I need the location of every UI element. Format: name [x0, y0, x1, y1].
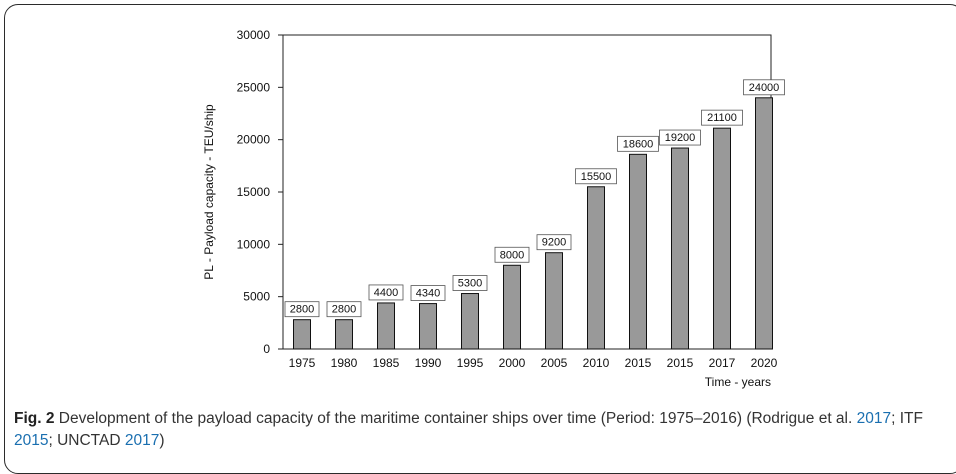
- data-label-box: [326, 301, 362, 318]
- data-label: 18600: [623, 138, 654, 150]
- data-label-box: [536, 234, 572, 251]
- caption-text: Development of the payload capacity of t…: [54, 410, 857, 427]
- y-tick-label: 15000: [237, 185, 271, 199]
- bar: [503, 264, 521, 350]
- figure-label: Fig. 2: [14, 410, 55, 427]
- x-tick-label: 2015: [667, 356, 694, 370]
- bar: [671, 147, 689, 350]
- x-tick-label: 1980: [331, 356, 358, 370]
- bar: [377, 302, 395, 350]
- data-label-box: [659, 129, 701, 146]
- data-label-box: [575, 168, 617, 185]
- data-label-box: [452, 275, 488, 291]
- y-tick-label: 5000: [243, 290, 270, 304]
- citation-link[interactable]: 2015: [14, 432, 49, 449]
- y-tick-label: 30000: [237, 28, 271, 42]
- x-tick-label: 2010: [583, 356, 610, 370]
- data-label: 24000: [749, 82, 780, 94]
- data-label-box: [701, 109, 743, 126]
- x-tick-label: 2017: [709, 356, 736, 370]
- y-tick-label: 20000: [237, 133, 271, 147]
- data-label-box: [410, 285, 446, 301]
- y-tick-label: 0: [263, 342, 270, 356]
- data-label: 4400: [374, 287, 398, 299]
- x-tick-label: 1975: [289, 356, 316, 370]
- data-label: 4340: [416, 288, 440, 300]
- bar: [335, 319, 353, 350]
- y-tick-label: 10000: [237, 237, 271, 251]
- data-label: 5300: [458, 278, 482, 290]
- data-label: 2800: [290, 304, 314, 316]
- x-tick-label: 1985: [373, 356, 400, 370]
- bar: [629, 153, 647, 350]
- x-tick-label: 2020: [751, 356, 778, 370]
- bar: [293, 319, 311, 350]
- x-tick-label: 2015: [625, 356, 652, 370]
- caption-text: ): [159, 432, 165, 449]
- data-label: 19200: [665, 132, 696, 144]
- data-label-box: [494, 246, 530, 263]
- caption-text: ; ITF: [891, 410, 923, 427]
- data-label-box: [368, 284, 404, 301]
- citation-link[interactable]: 2017: [856, 410, 892, 427]
- bar: [713, 127, 731, 350]
- citation-link[interactable]: 2017: [124, 432, 160, 449]
- bar: [587, 186, 605, 350]
- bars: 2800 1975 2800 1980 4400 1985 4340 1990 5300 1995…: [284, 79, 785, 370]
- x-tick-label: 2005: [541, 356, 568, 370]
- x-tick-label: 1995: [457, 356, 484, 370]
- bar: [419, 303, 437, 350]
- data-label: 2800: [332, 304, 356, 316]
- data-label-box: [743, 79, 785, 96]
- x-tick-label: 1990: [415, 356, 442, 370]
- bar: [545, 252, 563, 350]
- y-tick-label: 25000: [237, 80, 271, 94]
- data-label-box: [617, 135, 659, 152]
- bar: [461, 293, 479, 350]
- x-axis-label: Time - years: [705, 375, 771, 389]
- bar: [755, 97, 773, 350]
- caption-text: ; UNCTAD: [48, 432, 125, 449]
- data-label: 9200: [542, 237, 566, 249]
- y-axis-label: PL - Payload capacity - TEU/ship: [202, 104, 216, 280]
- data-label: 21100: [707, 112, 737, 124]
- data-label: 8000: [500, 249, 524, 261]
- data-label-box: [284, 301, 320, 318]
- y-axis-ticks: 0 5000 10000 15000 20000 25000 30000: [237, 28, 283, 356]
- x-tick-label: 2000: [499, 356, 526, 370]
- figure-caption: Fig. 2 Development of the payload capaci…: [14, 408, 949, 452]
- data-label: 15500: [581, 171, 612, 183]
